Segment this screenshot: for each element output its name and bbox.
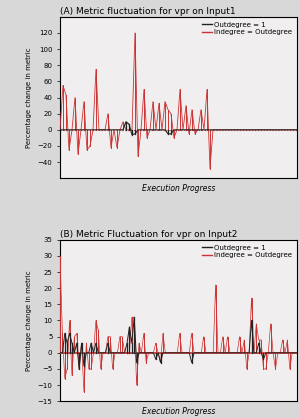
Indegree = Outdegree [183, 350, 186, 355]
Text: (A) Metric fluctuation for vpr on Input1: (A) Metric fluctuation for vpr on Input1 [60, 7, 236, 16]
Line: Outdegree = 1: Outdegree = 1 [60, 122, 297, 135]
Outdegree = 1 [295, 350, 299, 355]
Outdegree = 1 [132, 315, 136, 320]
Outdegree = 1 [106, 341, 110, 346]
Indegree = Outdegree [278, 350, 282, 355]
Outdegree = 1 [130, 132, 134, 137]
Outdegree = 1 [217, 127, 221, 133]
Indegree = Outdegree [208, 166, 212, 171]
Outdegree = 1 [204, 350, 208, 355]
Legend: Outdegree = 1, Indegree = Outdegree: Outdegree = 1, Indegree = Outdegree [200, 243, 293, 259]
Indegree = Outdegree [295, 127, 299, 133]
Indegree = Outdegree [58, 127, 62, 133]
Outdegree = 1 [205, 127, 209, 133]
Line: Indegree = Outdegree: Indegree = Outdegree [60, 33, 297, 168]
Line: Indegree = Outdegree: Indegree = Outdegree [60, 256, 297, 392]
Indegree = Outdegree [106, 334, 110, 339]
X-axis label: Execution Progress: Execution Progress [142, 407, 215, 416]
Indegree = Outdegree [166, 107, 170, 112]
Outdegree = 1 [185, 350, 189, 355]
Y-axis label: Percentage change in metric: Percentage change in metric [26, 47, 32, 148]
Outdegree = 1 [58, 127, 62, 133]
Indegree = Outdegree [202, 334, 206, 339]
Outdegree = 1 [226, 127, 230, 133]
Outdegree = 1 [58, 350, 62, 355]
Indegree = Outdegree [295, 350, 299, 355]
Indegree = Outdegree [217, 127, 221, 133]
Text: (B) Metric Fluctuation for vpr on Input2: (B) Metric Fluctuation for vpr on Input2 [60, 230, 237, 239]
Legend: Outdegree = 1, Indegree = Outdegree: Outdegree = 1, Indegree = Outdegree [200, 20, 293, 36]
Outdegree = 1 [77, 367, 81, 372]
Y-axis label: Percentage change in metric: Percentage change in metric [26, 270, 32, 371]
Outdegree = 1 [281, 350, 284, 355]
Indegree = Outdegree [133, 31, 137, 36]
Indegree = Outdegree [205, 87, 209, 92]
Outdegree = 1 [288, 350, 292, 355]
Indegree = Outdegree [286, 337, 289, 342]
Indegree = Outdegree [274, 127, 278, 133]
Indegree = Outdegree [58, 253, 62, 258]
Indegree = Outdegree [116, 350, 119, 355]
Outdegree = 1 [124, 119, 128, 124]
Outdegree = 1 [116, 350, 119, 355]
Indegree = Outdegree [226, 127, 230, 133]
Line: Outdegree = 1: Outdegree = 1 [60, 317, 297, 369]
Indegree = Outdegree [82, 389, 86, 394]
Indegree = Outdegree [202, 127, 206, 133]
Outdegree = 1 [208, 127, 212, 133]
Outdegree = 1 [274, 127, 278, 133]
Outdegree = 1 [169, 131, 173, 136]
Outdegree = 1 [295, 127, 299, 133]
X-axis label: Execution Progress: Execution Progress [142, 184, 215, 193]
